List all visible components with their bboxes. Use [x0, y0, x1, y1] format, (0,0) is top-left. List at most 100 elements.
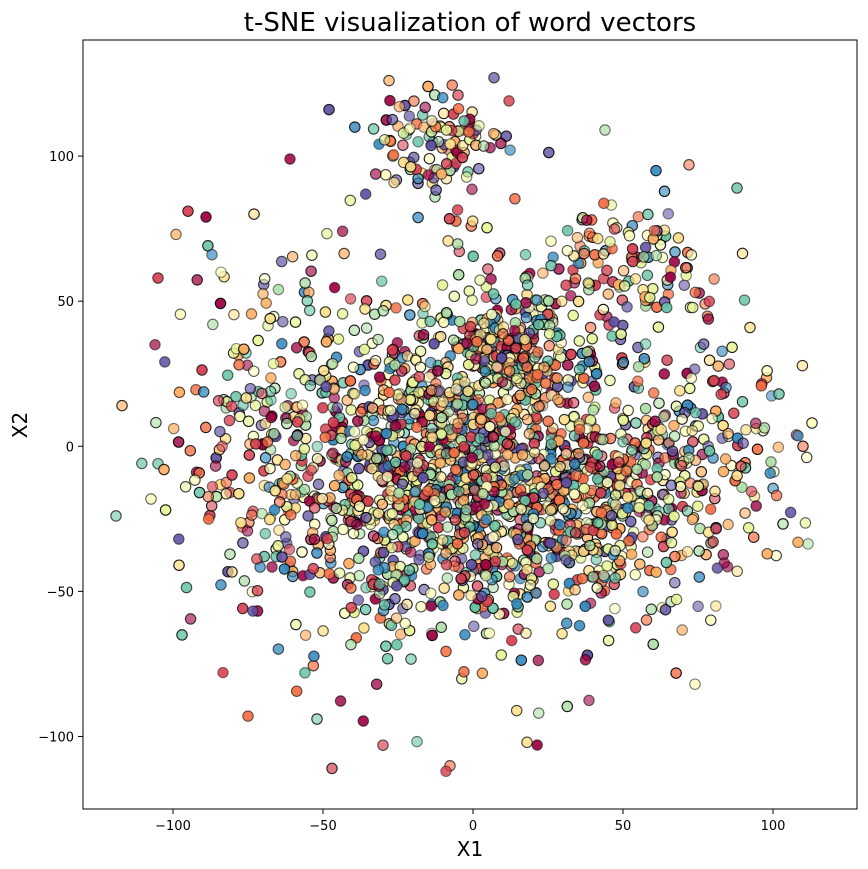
scatter-point: [440, 559, 453, 571]
scatter-point: [438, 582, 450, 594]
scatter-point: [568, 488, 581, 500]
scatter-point: [569, 527, 582, 539]
scatter-point: [658, 185, 671, 198]
scatter-point: [426, 115, 438, 127]
scatter-point: [553, 519, 566, 531]
scatter-point: [441, 572, 454, 584]
scatter-point: [561, 700, 574, 713]
scatter-point: [704, 503, 717, 515]
scatter-point: [401, 598, 413, 611]
scatter-point: [226, 469, 238, 481]
scatter-point: [531, 552, 543, 565]
scatter-point: [703, 445, 716, 457]
scatter-point: [806, 417, 818, 429]
scatter-point: [357, 434, 370, 446]
scatter-point: [464, 320, 477, 333]
scatter-point: [604, 236, 616, 248]
scatter-point: [717, 465, 730, 478]
scatter-point: [317, 625, 329, 637]
scatter-point: [150, 416, 162, 429]
scatter-point: [421, 485, 434, 497]
scatter-point: [466, 294, 478, 306]
scatter-point: [285, 509, 297, 521]
scatter-point: [481, 221, 493, 234]
scatter-point: [327, 447, 339, 459]
scatter-point: [799, 517, 812, 529]
scatter-point: [360, 322, 373, 334]
scatter-point: [470, 353, 482, 365]
scatter-point: [797, 440, 809, 453]
scatter-point: [506, 557, 519, 570]
scatter-point: [458, 526, 471, 539]
scatter-point: [260, 297, 272, 309]
scatter-point: [666, 526, 678, 538]
scatter-point: [736, 395, 749, 408]
scatter-point: [473, 162, 485, 175]
scatter-point: [655, 423, 667, 436]
scatter-point: [495, 649, 508, 661]
scatter-point: [348, 324, 361, 337]
scatter-point: [567, 309, 579, 322]
scatter-point: [761, 548, 773, 560]
scatter-point: [680, 261, 692, 274]
scatter-point: [413, 386, 425, 399]
scatter-point: [423, 152, 436, 165]
scatter-point: [276, 337, 288, 350]
scatter-point: [336, 308, 349, 320]
scatter-point: [353, 552, 365, 565]
scatter-point: [334, 695, 347, 707]
scatter-point: [349, 439, 361, 452]
scatter-point: [286, 250, 299, 263]
scatter-point: [281, 473, 293, 485]
scatter-point: [591, 232, 604, 245]
scatter-point: [773, 388, 785, 400]
scatter-point: [275, 255, 288, 268]
scatter-point: [413, 371, 426, 383]
scatter-point: [503, 571, 516, 583]
scatter-point: [532, 346, 544, 358]
scatter-point: [709, 485, 721, 498]
scatter-point: [508, 473, 521, 485]
scatter-point: [440, 158, 453, 170]
scatter-point: [261, 436, 274, 448]
scatter-point: [451, 204, 464, 216]
scatter-point: [423, 409, 436, 422]
scatter-point: [353, 500, 366, 513]
scatter-point: [515, 654, 528, 666]
scatter-point: [404, 161, 417, 173]
scatter-point: [666, 445, 679, 457]
scatter-point: [597, 248, 610, 260]
scatter-point: [467, 469, 480, 481]
scatter-point: [800, 451, 813, 464]
scatter-point: [436, 91, 449, 104]
scatter-point: [582, 391, 595, 404]
scatter-point: [601, 560, 613, 572]
scatter-point: [424, 356, 437, 369]
scatter-point: [792, 430, 804, 442]
scatter-point: [617, 264, 630, 277]
scatter-point: [367, 414, 380, 427]
scatter-point: [584, 461, 597, 473]
scatter-point: [389, 359, 401, 371]
scatter-point: [376, 498, 389, 510]
scatter-point: [352, 594, 365, 606]
scatter-point: [403, 564, 415, 576]
scatter-point: [538, 460, 551, 472]
scatter-point: [477, 488, 489, 500]
scatter-point: [560, 617, 573, 630]
scatter-point: [520, 297, 532, 309]
scatter-point: [249, 399, 262, 412]
scatter-point: [531, 739, 543, 751]
scatter-point: [462, 385, 474, 398]
scatter-point: [412, 172, 424, 185]
scatter-point: [417, 329, 430, 341]
scatter-point: [597, 303, 610, 316]
scatter-point: [485, 308, 498, 321]
scatter-point: [437, 316, 450, 329]
scatter-point: [524, 579, 537, 591]
scatter-point: [249, 438, 262, 450]
scatter-point: [215, 266, 227, 278]
scatter-point: [377, 305, 390, 317]
scatter-point: [246, 509, 258, 521]
scatter-point: [453, 315, 466, 328]
